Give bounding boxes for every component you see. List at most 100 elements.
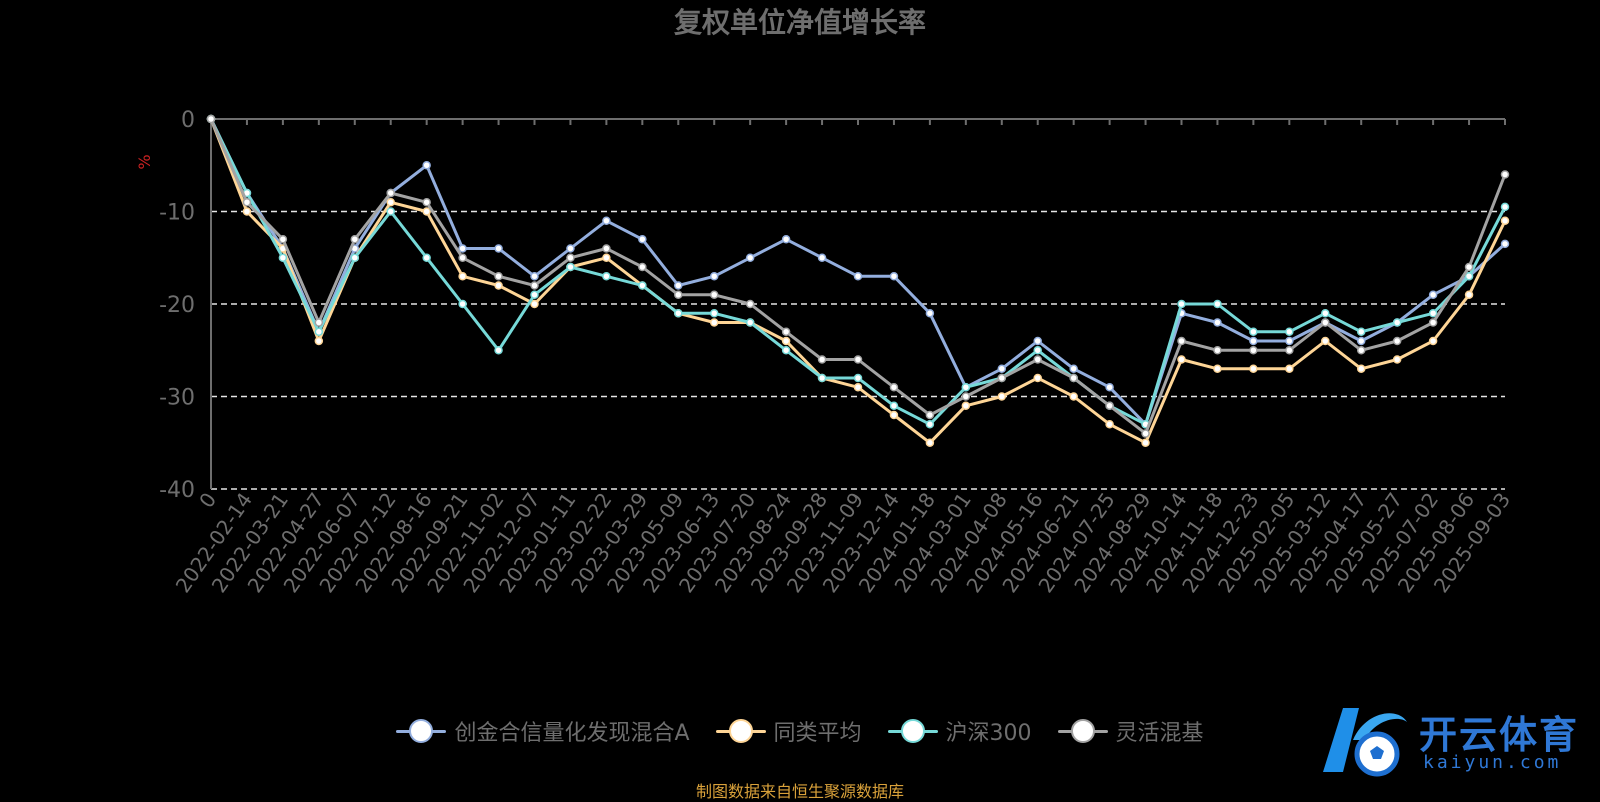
series-point-2: [638, 281, 647, 290]
series-point-2: [1392, 318, 1402, 327]
x-tick-label: 0: [194, 488, 221, 512]
y-tick-label: -40: [159, 478, 195, 503]
legend-label-csi300: 沪深300: [945, 721, 1032, 746]
chart-title: 复权单位净值增长率: [674, 6, 926, 39]
y-tick-label: 0: [181, 108, 195, 133]
series-point-0: [1500, 239, 1510, 249]
series-point-3: [1464, 262, 1474, 272]
series-point-3: [1249, 346, 1258, 355]
series-point-3: [674, 290, 683, 299]
series-point-1: [1213, 364, 1222, 373]
series-point-1: [781, 336, 791, 346]
legend-item-fund[interactable]: 创金合信量化发现混合A: [396, 715, 690, 747]
series-point-3: [1356, 346, 1366, 355]
legend-swatch-csi300: [887, 718, 938, 744]
series-point-1: [1141, 438, 1150, 447]
series-point-1: [889, 410, 899, 420]
series-point-2: [1500, 202, 1510, 212]
series-point-3: [781, 327, 791, 336]
series-point-3: [350, 235, 360, 244]
series-point-0: [1356, 336, 1366, 346]
data-source-note: 制图数据来自恒生聚源数据库: [695, 782, 904, 801]
series-point-0: [745, 253, 755, 262]
series-group: [206, 114, 1510, 447]
series-point-1: [1428, 336, 1438, 346]
series-point-2: [961, 383, 971, 392]
legend-swatch-fund: [396, 718, 447, 744]
series-point-2: [458, 299, 467, 309]
series-point-2: [1285, 327, 1294, 336]
watermark-logo: 开云体育 kaiyun.com: [1313, 700, 1593, 782]
series-point-1: [925, 438, 935, 447]
series-point-3: [1428, 318, 1438, 327]
series-point-2: [1033, 346, 1042, 355]
series-point-1: [422, 207, 431, 216]
y-tick-label: -10: [159, 201, 195, 226]
legend-item-csi300[interactable]: 沪深300: [887, 715, 1032, 747]
series-point-2: [1321, 309, 1330, 318]
series-point-2: [530, 290, 539, 299]
series-point-2: [1356, 327, 1366, 336]
kaiyun-logo-icon: [1323, 708, 1407, 777]
legend-item-flexible-mix[interactable]: 灵活混基: [1057, 715, 1204, 747]
series-point-3: [278, 235, 288, 244]
series-point-2: [278, 253, 288, 262]
y-tick-label: -20: [159, 293, 195, 318]
series-point-0: [1285, 336, 1294, 346]
series-point-0: [889, 272, 899, 281]
series-point-1: [1500, 216, 1510, 225]
series-point-0: [1213, 318, 1222, 327]
series-point-3: [1069, 373, 1078, 383]
series-point-2: [1177, 299, 1186, 309]
series-point-1: [1105, 420, 1114, 429]
series-point-3: [494, 272, 503, 281]
series-point-3: [889, 383, 899, 392]
series-point-0: [997, 364, 1007, 373]
series-point-2: [602, 272, 611, 281]
series-point-1: [386, 198, 395, 207]
series-point-3: [1033, 355, 1042, 364]
series-point-2: [745, 318, 755, 327]
series-point-2: [674, 309, 683, 318]
series-point-3: [709, 290, 719, 299]
series-point-3: [386, 188, 395, 198]
series-point-3: [458, 253, 467, 262]
series-point-1: [1069, 392, 1078, 401]
series-point-3: [638, 262, 647, 272]
series-point-0: [494, 244, 503, 253]
series-point-3: [1105, 401, 1114, 410]
series-point-3: [1321, 318, 1330, 327]
series-point-1: [602, 253, 611, 262]
series-point-1: [494, 281, 503, 290]
watermark-title: 开云体育: [1419, 713, 1580, 757]
series-point-0: [638, 235, 647, 244]
series-point-2: [566, 262, 575, 272]
series-point-2: [781, 346, 791, 355]
legend: 创金合信量化发现混合A 同类平均 沪深300 灵活混基: [0, 715, 1600, 747]
series-point-1: [1392, 355, 1402, 364]
series-point-0: [1428, 290, 1438, 299]
series-point-3: [1213, 346, 1222, 355]
series-point-0: [925, 309, 935, 318]
legend-item-peer-average[interactable]: 同类平均: [715, 715, 862, 747]
series-point-3: [1141, 429, 1150, 438]
series-point-3: [853, 355, 863, 364]
series-point-3: [1500, 170, 1510, 179]
series-point-1: [530, 299, 539, 309]
series-point-3: [602, 244, 611, 253]
series-point-0: [853, 272, 863, 281]
series-point-1: [1249, 364, 1258, 373]
series-point-2: [709, 309, 719, 318]
series-point-1: [314, 336, 324, 346]
series-point-3: [745, 299, 755, 309]
series-point-1: [1464, 290, 1474, 299]
series-point-0: [422, 161, 431, 170]
series-point-0: [781, 235, 791, 244]
series-point-3: [997, 373, 1007, 383]
series-point-0: [1249, 336, 1258, 346]
y-axis-unit: %: [135, 154, 154, 169]
series-point-3: [422, 198, 431, 207]
legend-label-flexible-mix: 灵活混基: [1115, 721, 1204, 746]
series-point-3: [242, 198, 252, 207]
series-point-3: [1392, 336, 1402, 346]
